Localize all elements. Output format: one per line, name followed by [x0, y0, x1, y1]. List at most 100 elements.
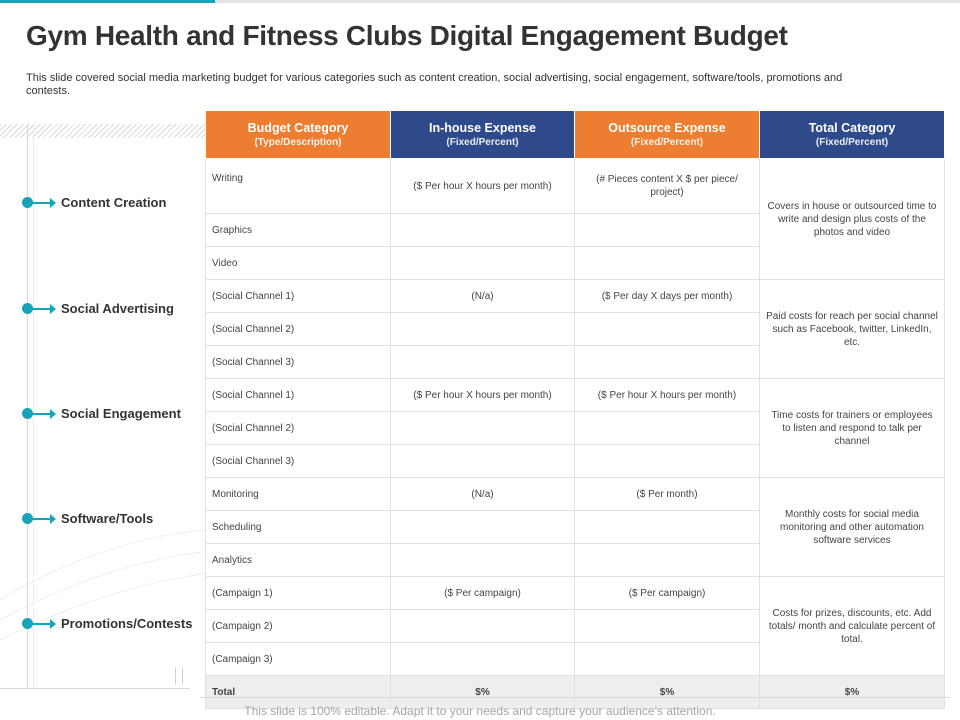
table-row: (Social Channel 1) ($ Per hour X hours p… — [205, 378, 945, 478]
outsource-cell — [574, 345, 760, 379]
outsource-cell — [574, 510, 760, 544]
total-category: $% — [759, 675, 945, 709]
header-total-category: Total Category (Fixed/Percent) — [759, 110, 945, 159]
arrow-right-icon — [50, 304, 56, 314]
row-label: (Social Channel 1) — [205, 279, 391, 313]
table-row: (Social Channel 3) — [205, 345, 945, 379]
row-label: (Campaign 1) — [205, 576, 391, 610]
slide-subtitle: This slide covered social media marketin… — [26, 72, 843, 97]
category-label: Software/Tools — [61, 511, 154, 526]
timeline-line-secondary — [33, 124, 34, 689]
budget-table: Budget Category (Type/Description) In-ho… — [205, 110, 945, 709]
table-row: Video — [205, 246, 945, 280]
row-label: Analytics — [205, 543, 391, 577]
table-row: (Social Channel 1) (N/a) ($ Per day X da… — [205, 279, 945, 379]
arrow-line — [32, 308, 52, 310]
outsource-cell — [574, 642, 760, 676]
table-row: (Campaign 2) — [205, 609, 945, 643]
total-cell: Paid costs for reach per social channel … — [759, 279, 945, 379]
row-label: Graphics — [205, 213, 391, 247]
header-subtitle: (Fixed/Percent) — [630, 137, 704, 148]
outsource-cell: ($ Per month) — [574, 477, 760, 511]
header-subtitle: (Fixed/Percent) — [815, 137, 889, 148]
inhouse-cell — [390, 642, 575, 676]
inhouse-cell — [390, 213, 575, 247]
category-label: Social Advertising — [61, 301, 174, 316]
arrow-right-icon — [50, 514, 56, 524]
top-accent-bar — [0, 0, 215, 3]
table-row: Scheduling — [205, 510, 945, 544]
arrow-line — [32, 623, 52, 625]
table-row: Monitoring (N/a) ($ Per month) Monthly c… — [205, 477, 945, 577]
row-label: (Social Channel 2) — [205, 312, 391, 346]
total-outsource: $% — [574, 675, 760, 709]
timeline-base — [0, 688, 190, 689]
timeline-tick — [175, 668, 176, 684]
table-row: Analytics — [205, 543, 945, 577]
category-label: Promotions/Contests — [61, 616, 193, 631]
table-header-row: Budget Category (Type/Description) In-ho… — [205, 110, 945, 159]
arrow-line — [32, 202, 52, 204]
bullet-dot-icon — [22, 408, 33, 419]
inhouse-cell — [390, 609, 575, 643]
header-title: Budget Category — [247, 121, 349, 135]
bullet-dot-icon — [22, 513, 33, 524]
outsource-cell — [574, 444, 760, 478]
outsource-cell — [574, 609, 760, 643]
outsource-cell — [574, 312, 760, 346]
outsource-cell — [574, 543, 760, 577]
timeline-line — [27, 124, 28, 689]
header-subtitle: (Fixed/Percent) — [446, 137, 519, 148]
inhouse-cell: (N/a) — [390, 279, 575, 313]
timeline-tick — [182, 668, 183, 684]
total-cell: Monthly costs for social media monitorin… — [759, 477, 945, 577]
table-row: (Social Channel 3) — [205, 444, 945, 478]
top-divider-bar — [215, 0, 960, 3]
row-label: (Social Channel 3) — [205, 444, 391, 478]
row-label: (Social Channel 1) — [205, 378, 391, 412]
total-inhouse: $% — [390, 675, 575, 709]
inhouse-cell: ($ Per hour X hours per month) — [390, 158, 575, 214]
outsource-cell: ($ Per hour X hours per month) — [574, 378, 760, 412]
inhouse-cell — [390, 312, 575, 346]
bullet-dot-icon — [22, 197, 33, 208]
row-label: Scheduling — [205, 510, 391, 544]
table-row: Graphics — [205, 213, 945, 247]
row-label: (Campaign 3) — [205, 642, 391, 676]
inhouse-cell: ($ Per hour X hours per month) — [390, 378, 575, 412]
inhouse-cell — [390, 345, 575, 379]
inhouse-cell — [390, 246, 575, 280]
row-label: Monitoring — [205, 477, 391, 511]
total-row: Total $% $% $% — [205, 675, 945, 709]
footer-divider — [200, 697, 950, 698]
arrow-right-icon — [50, 409, 56, 419]
arrow-line — [32, 413, 52, 415]
header-outsource-expense: Outsource Expense (Fixed/Percent) — [574, 110, 760, 159]
header-budget-category: Budget Category (Type/Description) — [205, 110, 391, 159]
header-subtitle: (Type/Description) — [254, 137, 342, 148]
total-label: Total — [205, 675, 391, 709]
table-row: (Campaign 3) — [205, 642, 945, 676]
total-cell: Time costs for trainers or employees to … — [759, 378, 945, 478]
row-label: Video — [205, 246, 391, 280]
table-row: Writing ($ Per hour X hours per month) (… — [205, 158, 945, 280]
bullet-dot-icon — [22, 618, 33, 629]
category-label: Social Engagement — [61, 406, 181, 421]
inhouse-cell: (N/a) — [390, 477, 575, 511]
arrow-line — [32, 518, 52, 520]
inhouse-cell — [390, 510, 575, 544]
hatch-strip — [0, 124, 205, 138]
header-title: Outsource Expense — [608, 121, 726, 135]
row-label: Writing — [205, 158, 391, 214]
total-cell: Costs for prizes, discounts, etc. Add to… — [759, 576, 945, 676]
outsource-cell: ($ Per day X days per month) — [574, 279, 760, 313]
bullet-dot-icon — [22, 303, 33, 314]
arrow-right-icon — [50, 198, 56, 208]
header-inhouse-expense: In-house Expense (Fixed/Percent) — [390, 110, 575, 159]
header-title: In-house Expense — [429, 121, 536, 135]
inhouse-cell — [390, 411, 575, 445]
outsource-cell — [574, 411, 760, 445]
row-label: (Social Channel 3) — [205, 345, 391, 379]
slide-footer: This slide is 100% editable. Adapt it to… — [244, 704, 716, 718]
table-row: (Campaign 1) ($ Per campaign) ($ Per cam… — [205, 576, 945, 676]
